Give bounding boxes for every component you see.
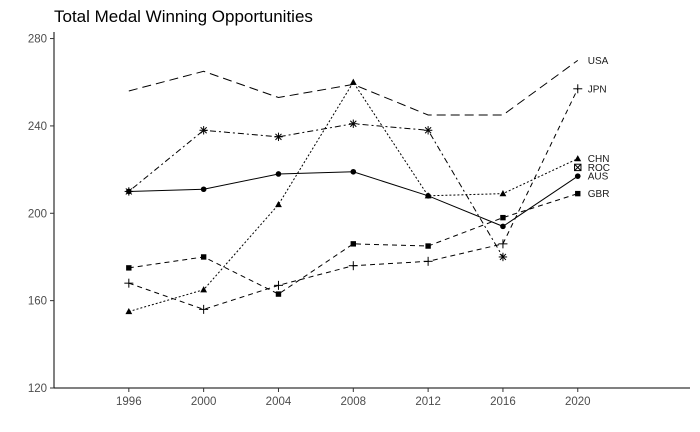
end-label-chn: CHN xyxy=(588,154,610,165)
y-axis-ticks: 120 160 200 240 280 xyxy=(28,34,54,395)
y-tick-label-120: 120 xyxy=(28,383,47,395)
end-label-jpn: JPN xyxy=(588,84,607,95)
marker-gbr-2016 xyxy=(500,214,506,221)
series-markers xyxy=(124,78,583,315)
marker-aus-2000 xyxy=(200,186,207,193)
marker-jpn-2004 xyxy=(273,280,283,290)
marker-roc-2012 xyxy=(423,126,433,135)
marker-aus-2012 xyxy=(425,193,431,199)
marker-jpn-2012 xyxy=(423,256,433,266)
y-tick-label-240: 240 xyxy=(28,121,47,133)
marker-jpn-1996 xyxy=(124,278,134,288)
marker-gbr-2012 xyxy=(425,243,431,249)
series-line-aus xyxy=(128,171,579,227)
marker-jpn-2008 xyxy=(348,261,358,271)
marker-gbr-1996 xyxy=(126,265,132,271)
end-label-usa: USA xyxy=(588,56,609,67)
marker-roc-2016 xyxy=(498,252,508,262)
y-tick-label-280: 280 xyxy=(28,34,47,46)
y-tick-label-160: 160 xyxy=(28,296,47,308)
marker-gbr-2000 xyxy=(200,254,207,260)
marker-jpn-2000 xyxy=(199,304,209,314)
marker-roc-2000 xyxy=(199,126,208,135)
marker-chn-1996 xyxy=(125,307,133,315)
marker-aus-2020 xyxy=(574,173,581,179)
x-tick-label-2004: 2004 xyxy=(266,396,292,408)
series-line-chn xyxy=(128,81,578,313)
marker-gbr-2020 xyxy=(575,190,581,197)
marker-chn-2004 xyxy=(275,200,282,208)
end-label-aus: AUS xyxy=(588,172,609,183)
series-line-roc xyxy=(128,123,504,258)
x-tick-label-1996: 1996 xyxy=(116,396,142,408)
series-line-usa xyxy=(128,59,579,116)
marker-aus-2016 xyxy=(500,223,506,230)
plot-area: 120 160 200 240 280 1996 2000 2004 2008 2012 2016… xyxy=(28,32,690,408)
x-axis-ticks: 1996 2000 2004 2008 2012 2016 2020 xyxy=(116,388,591,408)
marker-aus-1996 xyxy=(126,188,132,195)
marker-jpn-2020 xyxy=(573,84,583,94)
series-lines xyxy=(128,59,579,313)
marker-gbr-2004 xyxy=(275,291,282,297)
chart-title: Total Medal Winning Opportunities xyxy=(54,7,313,26)
x-tick-label-2012: 2012 xyxy=(415,396,441,408)
marker-roc-2008 xyxy=(349,119,358,128)
x-tick-label-2016: 2016 xyxy=(490,396,516,408)
marker-aus-2004 xyxy=(275,171,282,177)
marker-gbr-2008 xyxy=(350,241,356,247)
end-label-roc: ROC xyxy=(588,163,610,174)
x-tick-label-2000: 2000 xyxy=(191,396,217,408)
x-tick-label-2008: 2008 xyxy=(340,396,366,408)
marker-chn-2020 xyxy=(574,155,582,162)
end-label-gbr: GBR xyxy=(588,189,610,200)
marker-roc-end xyxy=(574,163,582,172)
x-tick-label-2020: 2020 xyxy=(565,396,591,408)
marker-jpn-2016 xyxy=(498,239,508,249)
marker-chn-2000 xyxy=(200,286,208,293)
marker-chn-2008 xyxy=(349,78,357,85)
marker-roc-2004 xyxy=(274,132,283,142)
marker-chn-2016 xyxy=(499,190,507,197)
y-tick-label-200: 200 xyxy=(28,208,47,220)
marker-aus-2008 xyxy=(350,168,357,175)
